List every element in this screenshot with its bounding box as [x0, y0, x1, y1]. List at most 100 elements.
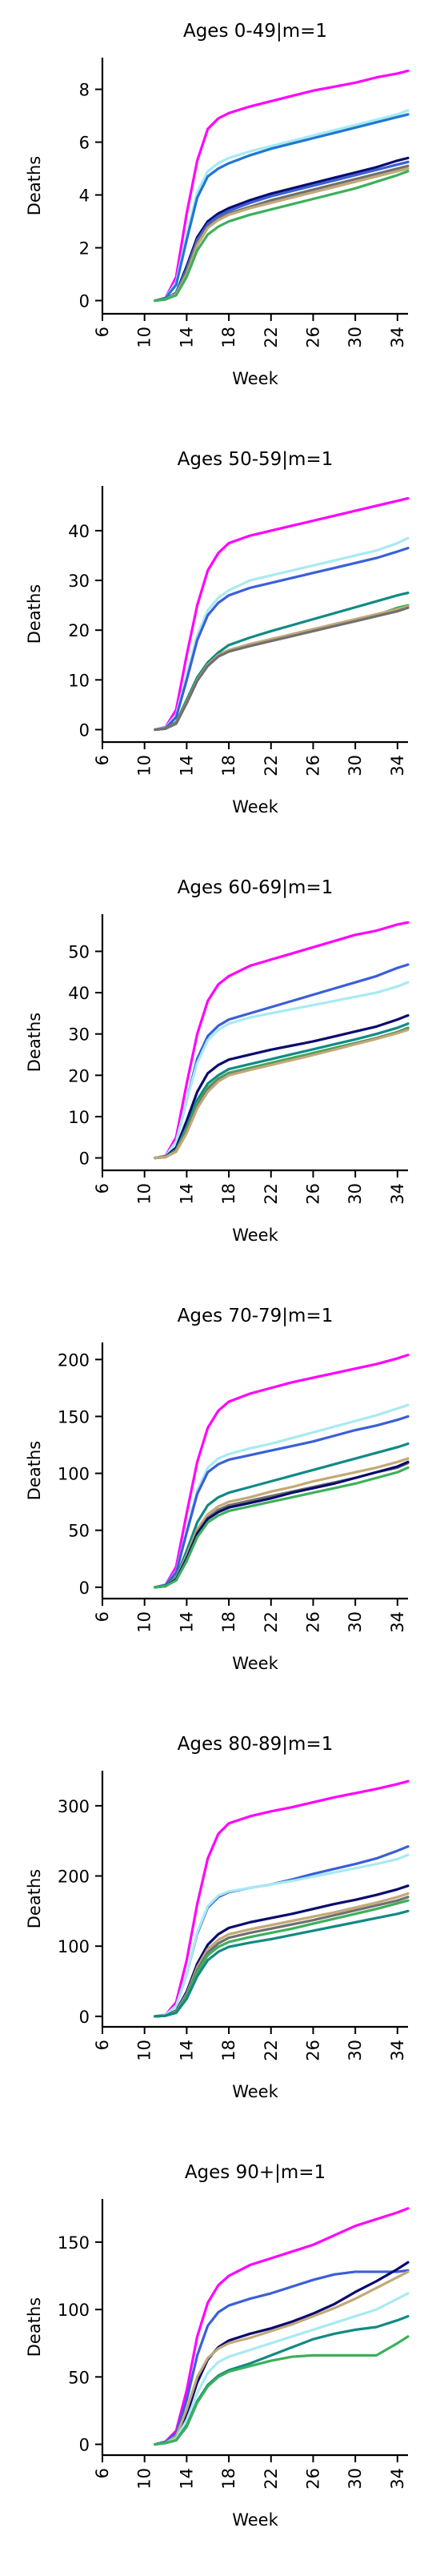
series-line-green	[154, 1899, 410, 2018]
chart-title: Ages 80-89|m=1	[178, 1734, 334, 1755]
series-line-teal	[154, 1909, 410, 2018]
y-tick-label: 6	[79, 134, 90, 153]
x-axis-label: Week	[232, 1654, 278, 1673]
series-line-teal	[154, 1022, 410, 1160]
x-axis-label: Week	[232, 797, 278, 817]
series-line-green	[154, 1466, 410, 1589]
series-line-teal	[154, 1442, 410, 1589]
x-tick-label: 10	[135, 327, 154, 348]
x-tick-label: 22	[262, 2468, 281, 2490]
y-tick-label: 300	[58, 1797, 90, 1816]
x-tick-label: 6	[93, 2040, 112, 2050]
y-tick-label: 100	[58, 1465, 90, 1484]
x-tick-label: 18	[219, 1611, 238, 1633]
x-tick-label: 22	[262, 327, 281, 348]
x-tick-label: 6	[93, 755, 112, 765]
y-tick-label: 0	[79, 2436, 90, 2455]
x-tick-label: 22	[262, 1611, 281, 1633]
series-line-navy	[154, 1013, 410, 1160]
x-tick-label: 6	[93, 1611, 112, 1622]
series-line-royal_blue	[154, 2269, 410, 2446]
x-tick-label: 18	[219, 2468, 238, 2490]
x-tick-label: 34	[388, 327, 407, 348]
x-tick-label: 6	[93, 2468, 112, 2478]
series-line-mid_blue	[154, 113, 410, 303]
x-tick-label: 18	[219, 327, 238, 348]
y-axis-label: Deaths	[25, 156, 44, 215]
y-tick-label: 0	[79, 1579, 90, 1598]
x-axis-label: Week	[232, 2082, 278, 2101]
x-tick-label: 34	[388, 1183, 407, 1205]
y-tick-label: 100	[58, 1937, 90, 1956]
x-tick-label: 26	[303, 327, 322, 348]
y-tick-label: 4	[79, 187, 90, 206]
chart-panel-2: Ages 50-59|m=1 0 10 20 30 40 6 10 14 18 22 26 30 34 We…	[25, 449, 410, 817]
x-tick-label: 14	[177, 1611, 196, 1633]
y-axis-label: Deaths	[25, 1869, 44, 1928]
x-tick-label: 6	[93, 327, 112, 337]
y-tick-label: 200	[58, 1350, 90, 1370]
y-tick-label: 200	[58, 1868, 90, 1887]
x-tick-label: 30	[346, 2040, 365, 2061]
chart-title: Ages 60-69|m=1	[178, 877, 334, 898]
y-tick-label: 40	[68, 522, 90, 541]
series-line-tan	[154, 167, 410, 303]
x-tick-label: 34	[388, 755, 407, 776]
x-tick-label: 14	[177, 1183, 196, 1205]
chart-title: Ages 0-49|m=1	[183, 21, 327, 42]
x-tick-label: 14	[177, 755, 196, 776]
x-tick-label: 10	[135, 1183, 154, 1205]
y-tick-label: 0	[79, 292, 90, 311]
chart-title: Ages 50-59|m=1	[178, 449, 334, 470]
x-tick-label: 30	[346, 2468, 365, 2490]
y-tick-label: 0	[79, 2008, 90, 2027]
series-line-green	[154, 170, 410, 303]
x-tick-label: 10	[135, 2468, 154, 2490]
series-line-magenta	[154, 69, 410, 303]
chart-title: Ages 90+|m=1	[185, 2162, 326, 2183]
y-tick-label: 40	[68, 984, 90, 1003]
x-tick-label: 26	[303, 2468, 322, 2490]
series-line-royal_blue	[154, 547, 410, 732]
x-tick-label: 34	[388, 1611, 407, 1633]
x-axis-label: Week	[232, 2510, 278, 2530]
chart-panel-5: Ages 80-89|m=1 0 100 200 300 6 10 14 18 22 26 30 34 W…	[25, 1734, 410, 2101]
x-tick-label: 34	[388, 2468, 407, 2490]
x-tick-label: 14	[177, 327, 196, 348]
x-axis-label: Week	[232, 1226, 278, 1245]
x-tick-label: 6	[93, 1183, 112, 1194]
series-line-tan	[154, 2270, 410, 2446]
series-line-tan	[154, 1028, 410, 1160]
chart-title: Ages 70-79|m=1	[178, 1306, 334, 1326]
series-line-light_cyan	[154, 981, 410, 1160]
x-tick-label: 30	[346, 1183, 365, 1205]
series-line-light_cyan	[154, 2292, 410, 2446]
y-tick-label: 30	[68, 1025, 90, 1045]
series-line-gray	[154, 606, 410, 732]
x-tick-label: 10	[135, 755, 154, 776]
x-tick-label: 30	[346, 327, 365, 348]
chart-panel-3: Ages 60-69|m=1 0 10 20 30 40 50 6 10 14 18 22 26 30 34…	[25, 877, 410, 1245]
x-tick-label: 10	[135, 1611, 154, 1633]
y-tick-label: 150	[58, 1407, 90, 1426]
y-axis-label: Deaths	[25, 2297, 44, 2357]
y-tick-label: 0	[79, 720, 90, 740]
y-axis-label: Deaths	[25, 1441, 44, 1500]
x-tick-label: 26	[303, 1183, 322, 1205]
x-tick-label: 26	[303, 2040, 322, 2061]
y-tick-label: 150	[58, 2233, 90, 2253]
series-line-green	[154, 2335, 410, 2446]
x-tick-label: 18	[219, 1183, 238, 1205]
series-line-navy	[154, 2261, 410, 2446]
series-line-teal	[154, 2314, 410, 2446]
x-tick-label: 14	[177, 2468, 196, 2490]
x-tick-label: 34	[388, 2040, 407, 2061]
x-tick-label: 22	[262, 1183, 281, 1205]
x-tick-label: 26	[303, 1611, 322, 1633]
y-axis-label: Deaths	[25, 584, 44, 644]
y-tick-label: 10	[68, 671, 90, 690]
series-line-tan	[154, 1892, 410, 2018]
y-tick-label: 30	[68, 572, 90, 591]
